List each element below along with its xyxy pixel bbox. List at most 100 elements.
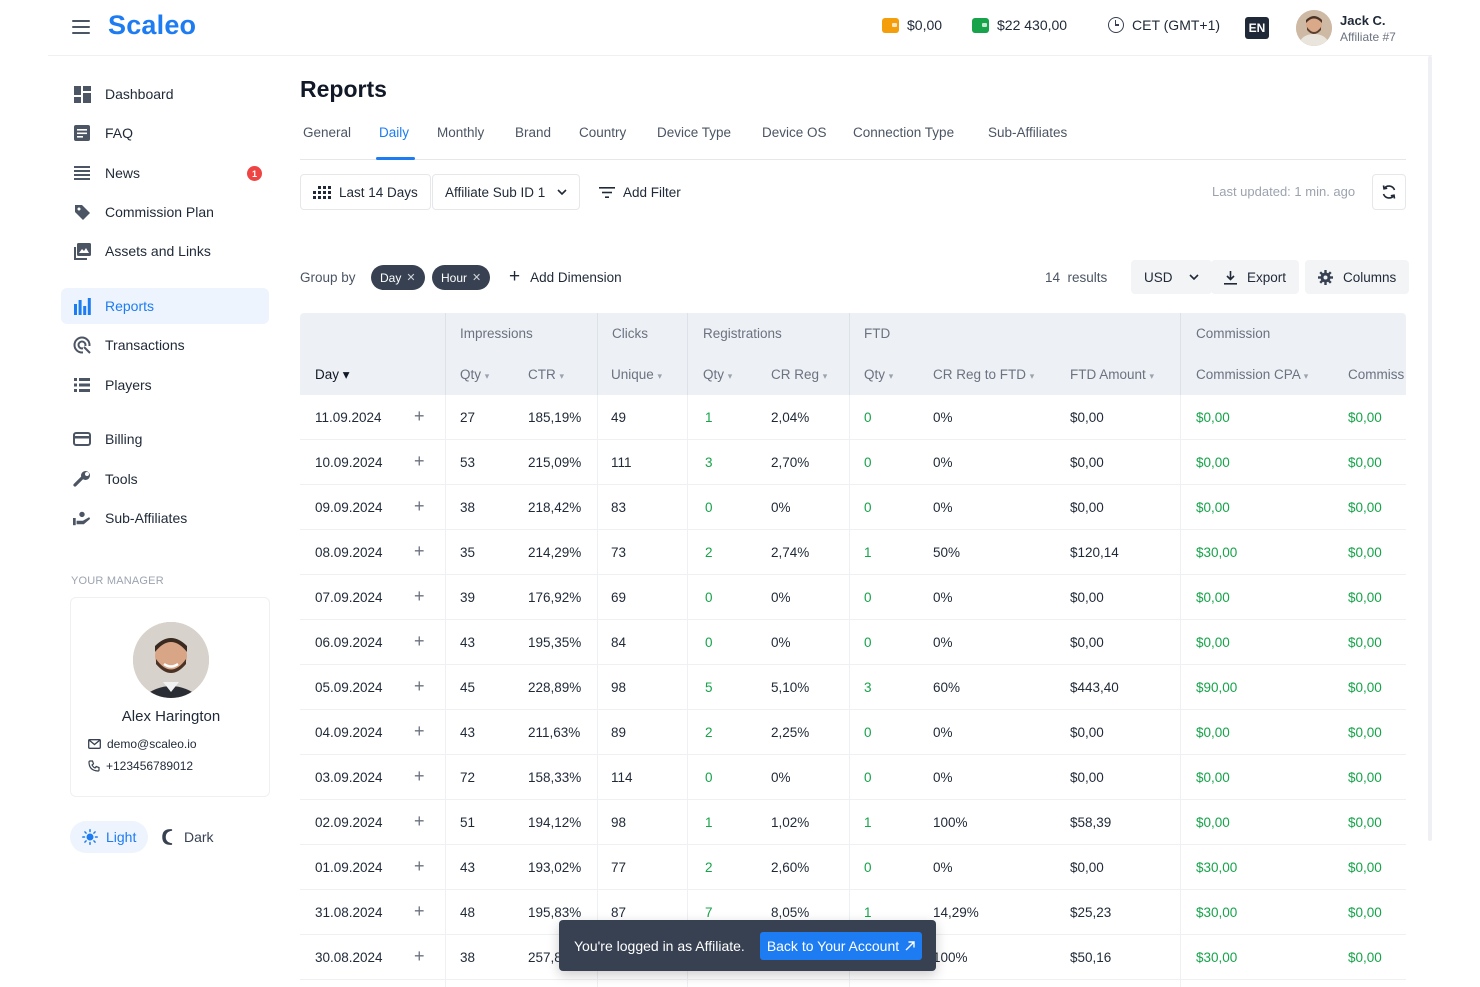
back-to-account-button[interactable]: Back to Your Account [759,931,923,960]
expand-row-plus-icon[interactable]: + [414,451,425,471]
column-header-impressions-qty[interactable]: Qty ▾ [460,367,490,382]
user-avatar[interactable] [1296,10,1332,46]
columns-button[interactable]: Columns [1305,260,1410,294]
tab-device-type[interactable]: Device Type [657,125,732,140]
cell-ftd-qty: 0 [864,455,872,470]
sidebar-item-assets-and-links[interactable]: Assets and Links [61,233,269,269]
add-filter-button[interactable]: Add Filter [586,174,694,210]
tab-country[interactable]: Country [579,125,627,140]
cell-commission: $0,00 [1348,455,1382,470]
calendar-grid-icon [313,185,331,199]
sidebar-item-billing[interactable]: Billing [61,421,269,457]
column-header-cr-reg-to-ftd[interactable]: CR Reg to FTD ▾ [933,367,1035,382]
expand-row-plus-icon[interactable]: + [414,856,425,876]
group-chip-day[interactable]: Day ✕ [371,265,425,290]
cell-cr-reg: 0% [771,590,791,605]
page-scrollbar[interactable] [1428,56,1432,841]
sidebar-item-transactions[interactable]: Transactions [61,327,269,363]
cell-cr-reg-to-ftd: 60% [933,680,961,695]
table-row[interactable]: 01.09.2024 43 193,02% 77 2 2,60% 0 0% $0,00 $30,0… [300,845,1406,890]
sidebar-item-sub-affiliates[interactable]: Sub-Affiliates [61,500,269,536]
expand-row-plus-icon[interactable]: + [414,766,425,786]
wallet-icon [972,17,989,33]
sidebar-item-tools[interactable]: Tools [61,461,269,497]
menu-icon[interactable] [72,19,90,35]
column-header-unique[interactable]: Unique ▾ [611,367,663,382]
table-row[interactable]: 07.09.2024 39 176,92% 69 0 0% 0 0% $0,00 $0,00 $0,… [300,575,1406,620]
table-row[interactable]: 03.09.2024 72 158,33% 114 0 0% 0 0% $0,00 $0,00 $0… [300,755,1406,800]
currency-select[interactable]: USD [1131,260,1212,294]
date-range-button[interactable]: Last 14 Days [300,174,431,210]
group-chip-hour[interactable]: Hour ✕ [432,265,491,290]
expand-row-plus-icon[interactable]: + [414,496,425,516]
expand-row-plus-icon[interactable]: + [414,541,425,561]
expand-row-plus-icon[interactable]: + [414,586,425,606]
expand-row-plus-icon[interactable]: + [414,901,425,921]
cell-ftd-amount: $25,23 [1070,905,1112,920]
expand-row-plus-icon[interactable]: + [414,946,425,966]
close-icon[interactable]: ✕ [406,272,416,284]
expand-row-plus-icon[interactable]: + [414,811,425,831]
column-header-ftd-qty[interactable]: Qty ▾ [864,367,894,382]
table-row[interactable]: 30.08.2024 38 257,89% 100% $50,16 $30,00 $0,00… [300,935,1406,980]
column-header-registrations-qty[interactable]: Qty ▾ [703,367,733,382]
theme-dark-button[interactable]: Dark [150,821,226,853]
column-header-commission-cpa[interactable]: Commission CPA ▾ [1196,367,1309,382]
expand-row-plus-icon[interactable]: + [414,406,425,426]
cell-impressions-qty: 45 [460,680,476,695]
cell-ftd-amount: $0,00 [1070,410,1104,425]
cell-day: 31.08.2024 [315,905,383,920]
close-icon[interactable]: ✕ [472,272,482,284]
card-icon [73,430,91,448]
tab-sub-affiliates[interactable]: Sub-Affiliates [988,125,1068,140]
column-group-clicks: Clicks [612,326,648,341]
column-header-ftd-amount[interactable]: FTD Amount ▾ [1070,367,1155,382]
tab-device-os[interactable]: Device OS [762,125,827,140]
sidebar-item-players[interactable]: Players [61,367,269,403]
expand-row-plus-icon[interactable]: + [414,676,425,696]
balance-pending[interactable]: $0,00 [882,17,942,33]
sidebar-item-reports[interactable]: Reports [61,288,269,324]
theme-light-button[interactable]: Light [70,821,149,853]
tab-brand[interactable]: Brand [515,125,552,140]
logo[interactable]: Scaleo [108,10,197,40]
table-row[interactable]: 10.09.2024 53 215,09% 111 3 2,70% 0 0% $0,00 $0,0… [300,440,1406,485]
table-row[interactable]: 06.09.2024 43 195,35% 84 0 0% 0 0% $0,00 $0,00 $0,… [300,620,1406,665]
expand-row-plus-icon[interactable]: + [414,631,425,651]
export-button[interactable]: Export [1211,260,1300,294]
tab-general[interactable]: General [303,125,352,140]
cell-registrations-qty: 0 [705,500,713,515]
table-row[interactable]: 09.09.2024 38 218,42% 83 0 0% 0 0% $0,00 $0,00 $0,… [300,485,1406,530]
sidebar-item-news[interactable]: News 1 [61,155,269,191]
column-header-commission[interactable]: Commiss [1348,367,1405,382]
sub-id-select[interactable]: Affiliate Sub ID 1 [432,174,581,210]
cell-commission: $0,00 [1348,905,1382,920]
cell-day: 09.09.2024 [315,500,383,515]
language-switch[interactable]: EN [1245,17,1269,39]
assets-icon [73,242,91,260]
sidebar-item-faq[interactable]: FAQ [61,115,269,151]
expand-row-plus-icon[interactable]: + [414,721,425,741]
manager-email[interactable]: demo@scaleo.io [88,737,197,751]
table-row[interactable]: 08.09.2024 35 214,29% 73 2 2,74% 1 50% $120,14 $3… [300,530,1406,575]
table-row[interactable]: 04.09.2024 43 211,63% 89 2 2,25% 0 0% $0,00 $0,00… [300,710,1406,755]
sidebar-item-dashboard[interactable]: Dashboard [61,76,269,112]
table-row[interactable]: 05.09.2024 45 228,89% 98 5 5,10% 3 60% $443,40 $9… [300,665,1406,710]
manager-phone[interactable]: +123456789012 [88,759,193,773]
tab-connection-type[interactable]: Connection Type [853,125,955,140]
column-header-cr-reg[interactable]: CR Reg ▾ [771,367,828,382]
sidebar-item-commission-plan[interactable]: Commission Plan [61,194,269,230]
tab-daily[interactable]: Daily [379,125,410,140]
column-header-ctr[interactable]: CTR ▾ [528,367,565,382]
refresh-button[interactable] [1372,174,1406,210]
balance-available[interactable]: $22 430,00 [972,17,1067,33]
cell-ftd-qty: 3 [864,680,872,695]
column-header-day[interactable]: Day ▾ [315,367,350,382]
timezone[interactable]: CET (GMT+1) [1108,17,1220,33]
user-name[interactable]: Jack C. [1340,13,1386,28]
table-row[interactable]: 02.09.2024 51 194,12% 98 1 1,02% 1 100% $58,39 $0… [300,800,1406,845]
tab-monthly[interactable]: Monthly [437,125,485,140]
add-dimension-button[interactable]: + Add Dimension [496,259,635,295]
table-row[interactable]: 11.09.2024 27 185,19% 49 1 2,04% 0 0% $0,00 $0,00… [300,395,1406,440]
cell-registrations-qty: 7 [705,905,713,920]
